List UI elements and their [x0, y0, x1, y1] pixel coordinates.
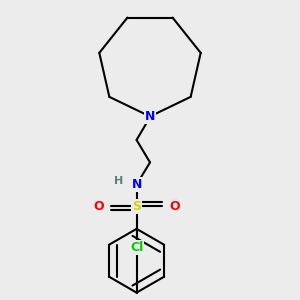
Text: N: N: [145, 110, 155, 123]
Text: O: O: [169, 200, 180, 212]
Text: Cl: Cl: [130, 241, 143, 254]
Text: N: N: [131, 178, 142, 191]
Text: H: H: [113, 176, 123, 186]
Text: S: S: [132, 200, 141, 212]
Text: O: O: [93, 200, 104, 212]
